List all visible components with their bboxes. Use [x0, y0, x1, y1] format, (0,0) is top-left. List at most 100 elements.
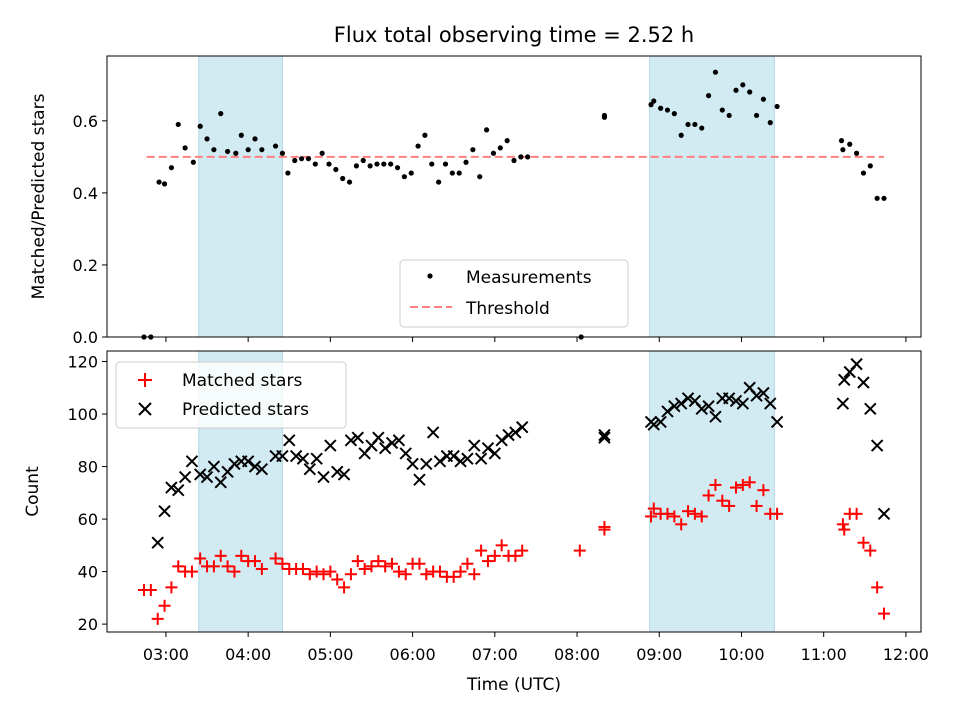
measurement-point [881, 195, 887, 201]
matched-stars-point [750, 499, 763, 512]
predicted-stars-point [283, 434, 296, 447]
measurement-point [753, 112, 760, 119]
matched-stars-point [172, 560, 185, 573]
bottom-panel: 20 40 60 80 100 120 03:00 04:00 05:00 06:00 07:00… [23, 350, 929, 695]
top-y-axis-label: Matched/Predicted stars [29, 93, 49, 299]
measurement-point [719, 107, 725, 113]
predicted-stars-point [324, 439, 337, 452]
measurement-point [197, 123, 203, 129]
matched-stars-point [399, 568, 412, 581]
measurement-point [712, 69, 719, 75]
predicted-stars-point [722, 392, 736, 405]
matched-stars-point [420, 568, 433, 581]
measurement-point [601, 114, 608, 120]
predicted-stars-point [200, 470, 214, 484]
measurement-point [238, 132, 244, 138]
measurement-point [346, 179, 353, 185]
measurement-point [298, 156, 305, 162]
measurement-point [245, 147, 251, 153]
predicted-stars-point [255, 462, 269, 476]
measurement-point [511, 157, 517, 164]
matched-stars-point [509, 549, 522, 562]
predicted-stars-point [764, 397, 777, 410]
matched-stars-point [276, 557, 289, 570]
predicted-stars-point [495, 434, 508, 447]
measurement-point [671, 111, 677, 117]
bottom-x-tick-label: 03:00 [143, 645, 189, 664]
measurement-point [182, 145, 188, 151]
top-y-axis-ticks: 0.0 0.2 0.4 0.6 [73, 112, 107, 347]
measurement-point [436, 179, 442, 185]
matched-stars-point [757, 484, 770, 497]
predicted-stars-point [372, 431, 385, 444]
matched-stars-point [661, 507, 674, 520]
matched-stars-point [228, 565, 241, 578]
predicted-stars-point [488, 447, 502, 460]
bottom-x-tick-label: 06:00 [390, 645, 436, 664]
top-shaded-interval-1 [198, 55, 283, 338]
measurement-point [860, 170, 867, 176]
matched-stars-point [871, 581, 884, 594]
measurement-point [699, 125, 705, 131]
predicted-stars-point [598, 431, 611, 444]
measurement-point [381, 161, 387, 167]
bottom-x-tick-label: 08:00 [554, 645, 600, 664]
measurement-point [353, 163, 360, 169]
predicted-stars-point [351, 431, 364, 444]
matched-stars-point [475, 544, 488, 557]
matched-stars-point [310, 565, 323, 578]
matched-stars-point [864, 544, 877, 557]
predicted-stars-point [695, 402, 708, 415]
bottom-legend-box [115, 361, 347, 429]
top-y-tick-label: 0.2 [73, 256, 98, 275]
bottom-legend: Matched stars Predicted stars [115, 361, 347, 429]
matched-stars-point [303, 568, 316, 581]
matched-stars-point [495, 539, 508, 552]
matched-stars-point [296, 562, 309, 575]
measurement-point [867, 163, 873, 169]
predicted-stars-point [654, 415, 667, 429]
measurement-point [477, 174, 483, 180]
matched-stars-point [771, 507, 784, 520]
predicted-stars-point [681, 392, 695, 405]
matched-stars-point [668, 510, 681, 523]
predicted-stars-point [509, 426, 522, 439]
measurement-point [360, 157, 366, 164]
matched-stars-point [413, 557, 426, 570]
matched-stars-point [836, 518, 849, 531]
measurement-point [678, 132, 684, 138]
top-y-tick-label: 0.4 [73, 184, 98, 203]
bottom-x-tick-label: 10:00 [718, 645, 764, 664]
predicted-stars-point [420, 457, 433, 471]
measurement-point [401, 174, 407, 180]
measurement-point [692, 121, 698, 128]
predicted-stars-point [296, 452, 310, 465]
bottom-y-tick-label: 60 [78, 510, 98, 529]
measurement-point [456, 170, 462, 176]
matched-stars-point [324, 565, 337, 578]
measurement-point [648, 102, 654, 108]
predicted-stars-point [877, 507, 891, 521]
predicted-stars-point [207, 460, 221, 473]
measurement-point [190, 159, 196, 165]
predicted-stars-point [289, 449, 303, 463]
measurement-point [840, 147, 846, 153]
measurement-point [525, 154, 531, 160]
matched-stars-point [317, 568, 330, 581]
predicted-stars-point [709, 410, 722, 423]
predicted-stars-point [474, 452, 488, 465]
measurement-point [161, 181, 168, 187]
bottom-y-axis-ticks: 20 40 60 80 100 120 [67, 353, 107, 634]
measurement-point [156, 179, 162, 185]
matched-stars-point [702, 489, 715, 502]
measurement-point [422, 132, 428, 138]
matched-stars-point [730, 481, 742, 494]
measurement-point [388, 161, 394, 167]
legend-matched-label: Matched stars [182, 371, 302, 391]
matched-stars-points [138, 476, 890, 625]
matched-stars-point [358, 562, 371, 575]
predicted-stars-point [461, 452, 474, 465]
predicted-stars-point [248, 460, 262, 473]
top-x-axis-ticks [165, 337, 907, 342]
